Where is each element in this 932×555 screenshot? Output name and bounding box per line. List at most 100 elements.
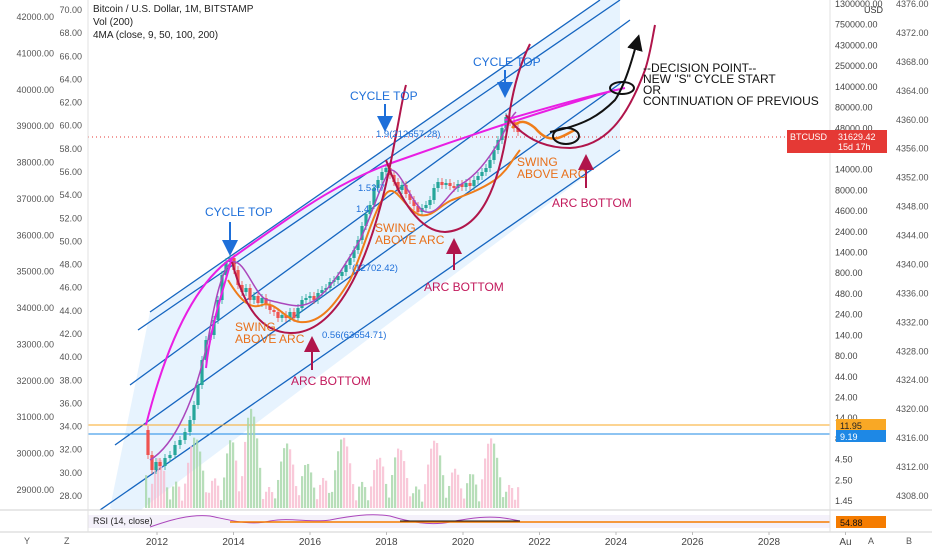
arc-bottom-label-3: ARC BOTTOM [552,196,632,210]
volume-bar [457,474,460,508]
left-axis-tick-inner: 42.00 [59,329,82,339]
volume-bar [256,438,259,508]
right-axis-price-tick: 14.00 [835,413,858,423]
price-tag[interactable]: BTCUSD 31629.42 15d 17h [787,130,887,153]
cycle-top-label-3: CYCLE TOP [473,55,541,69]
candle-body [244,288,248,292]
candle-body [276,312,280,318]
volume-bar [235,460,238,508]
left-axis-tick-inner: 52.00 [59,213,82,223]
footer-b[interactable]: B [906,536,912,546]
right-axis-price-tick: 480.00 [835,289,863,299]
right-axis-price-tick: 48000.00 [835,123,873,133]
volume-bar [445,497,448,508]
fib-label-1: 1.9(212657.28) [376,129,440,140]
volume-bar [481,479,484,508]
candle-body [396,182,400,190]
right-axis-outer-tick: 4336.00 [896,288,929,298]
channel-line [114,79,626,446]
volume-bar [466,483,469,508]
candle-body [220,275,224,300]
volume-bar [439,455,442,508]
footer-y[interactable]: Y [24,536,30,546]
volume-bar [370,486,373,508]
volume-bar [373,470,376,508]
candle-body [212,320,216,335]
crimson-arc-3 [505,24,656,150]
left-axis-tick-outer: 42000.00 [16,12,54,22]
volume-bar [382,466,385,508]
left-axis-tick-inner: 64.00 [59,74,82,84]
swing-label-3a: SWING [517,155,558,169]
left-axis-tick-outer: 39000.00 [16,121,54,131]
left-axis-tick-inner: 38.00 [59,375,82,385]
right-axis-price-tick: 14000.00 [835,165,873,175]
candle-body [464,183,468,187]
candle-body [376,180,380,188]
right-axis-outer-tick: 4312.00 [896,462,929,472]
right-axis-outer: 4376.00 4372.00 4368.00 4364.00 4360.00 4356.… [896,0,929,501]
decision-line-1: --DECISION POINT-- [643,61,756,75]
ma-orange-future [511,120,576,140]
volume-bar [436,443,439,508]
left-axis-tick-outer: 34000.00 [16,303,54,313]
volume-bar [163,470,166,508]
left-axis-tick-inner: 48.00 [59,260,82,270]
volume-bar [202,470,205,508]
right-axis-outer-tick: 4372.00 [896,28,929,38]
channel-fill [110,0,620,518]
left-axis-tick-inner: 50.00 [59,236,82,246]
volume-bar [424,484,427,508]
left-axis-tick-inner: 34.00 [59,422,82,432]
volume-bar [268,487,271,508]
volume-bar [364,487,367,508]
volume-bar [499,477,502,508]
candle-body [368,205,372,214]
left-axis-tick-inner: 44.00 [59,306,82,316]
volume-bar [448,485,451,508]
volume-bar [322,477,325,508]
right-axis-outer-tick: 4320.00 [896,404,929,414]
candle-body [424,205,428,208]
x-axis-label: 2026 [681,537,704,548]
candle-body [272,310,276,312]
volume-bar [244,441,247,508]
volume-bar [487,443,490,508]
right-axis-outer-tick: 4316.00 [896,433,929,443]
x-axis-label: 2020 [452,537,475,548]
volume-bar [205,492,208,508]
channel-line [99,149,621,511]
level-tag-blue: 9.19 [840,432,858,442]
volume-bar [151,483,154,508]
volume-bar [277,479,280,508]
footer-z[interactable]: Z [64,536,70,546]
candle-body [248,288,252,300]
volume-bar [475,484,478,508]
volume-bar [199,451,202,508]
left-axis-tick-outer: 31000.00 [16,412,54,422]
candle-body [504,117,508,128]
right-axis-price-tick: 80.00 [835,351,858,361]
volume-bar [265,491,268,508]
left-axis-tick-inner: 70.00 [59,5,82,15]
volume-bar [454,468,457,508]
fib-label-3: 1.4 [356,204,369,215]
left-axis-tick-inner: 54.00 [59,190,82,200]
volume-bar [412,493,415,508]
volume-bar [391,475,394,508]
left-axis-tick-outer: 30000.00 [16,449,54,459]
right-axis-outer-tick: 4360.00 [896,115,929,125]
left-axis-tick-inner: 56.00 [59,167,82,177]
footer-a[interactable]: A [868,536,874,546]
volume-bar [385,483,388,508]
swing-label-1a: SWING [235,320,276,334]
right-axis-outer-tick: 4332.00 [896,317,929,327]
right-axis-outer-tick: 4308.00 [896,491,929,501]
swing-label-3b: ABOVE ARC [517,167,587,181]
volume-bar [316,499,319,508]
right-axis-price-tick: 2.50 [835,475,853,485]
candle-body [260,298,264,303]
candle-body [400,185,404,190]
right-axis-price-tick: 1.45 [835,496,853,506]
